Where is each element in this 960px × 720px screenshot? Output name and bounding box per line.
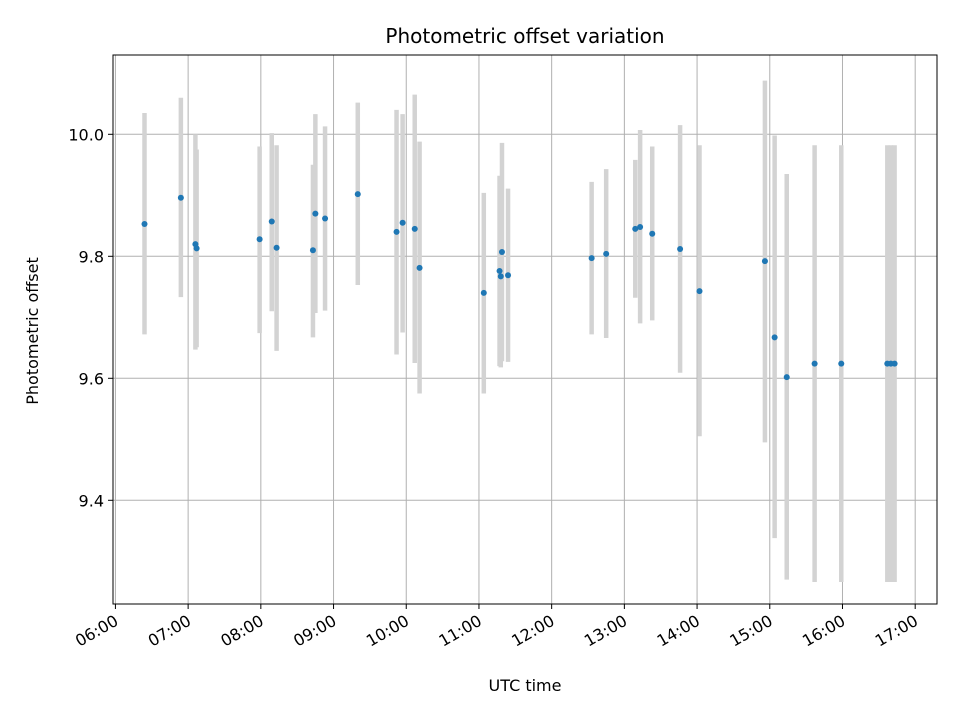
- data-point: [603, 250, 610, 257]
- chart-title: Photometric offset variation: [385, 24, 664, 48]
- data-point: [309, 247, 316, 254]
- data-point: [498, 249, 505, 256]
- data-point: [649, 230, 656, 237]
- data-point: [268, 218, 275, 225]
- y-tick-label: 10.0: [68, 125, 104, 144]
- data-point: [193, 245, 200, 252]
- y-tick-label: 9.8: [79, 247, 104, 266]
- plot-frame: [112, 54, 938, 605]
- data-point: [637, 224, 644, 231]
- y-tick-label: 9.6: [79, 369, 104, 388]
- data-point: [273, 244, 280, 251]
- data-point: [393, 228, 400, 235]
- data-point: [256, 236, 263, 243]
- data-point: [696, 288, 703, 295]
- data-point: [399, 219, 406, 226]
- data-point: [783, 374, 790, 381]
- data-point: [838, 360, 845, 367]
- data-points: [141, 191, 898, 381]
- data-point: [177, 194, 184, 201]
- data-point: [632, 225, 639, 232]
- y-axis-ticks: 9.4 9.6 9.8 10.0: [68, 125, 113, 510]
- data-point: [891, 360, 898, 367]
- data-point: [416, 264, 423, 271]
- data-point: [354, 191, 361, 198]
- y-axis-label: Photometric offset: [23, 257, 42, 405]
- data-point: [480, 289, 487, 296]
- x-axis-label: UTC time: [489, 676, 562, 695]
- data-point: [141, 220, 148, 227]
- data-point: [322, 215, 329, 222]
- data-point: [811, 360, 818, 367]
- data-point: [677, 245, 684, 252]
- data-point: [411, 225, 418, 232]
- data-point: [761, 258, 768, 265]
- data-point: [497, 273, 504, 280]
- y-tick-label: 9.4: [79, 491, 104, 510]
- data-point: [588, 255, 595, 262]
- data-point: [496, 267, 503, 274]
- data-point: [312, 210, 319, 217]
- data-point: [771, 334, 778, 341]
- data-point: [505, 272, 512, 279]
